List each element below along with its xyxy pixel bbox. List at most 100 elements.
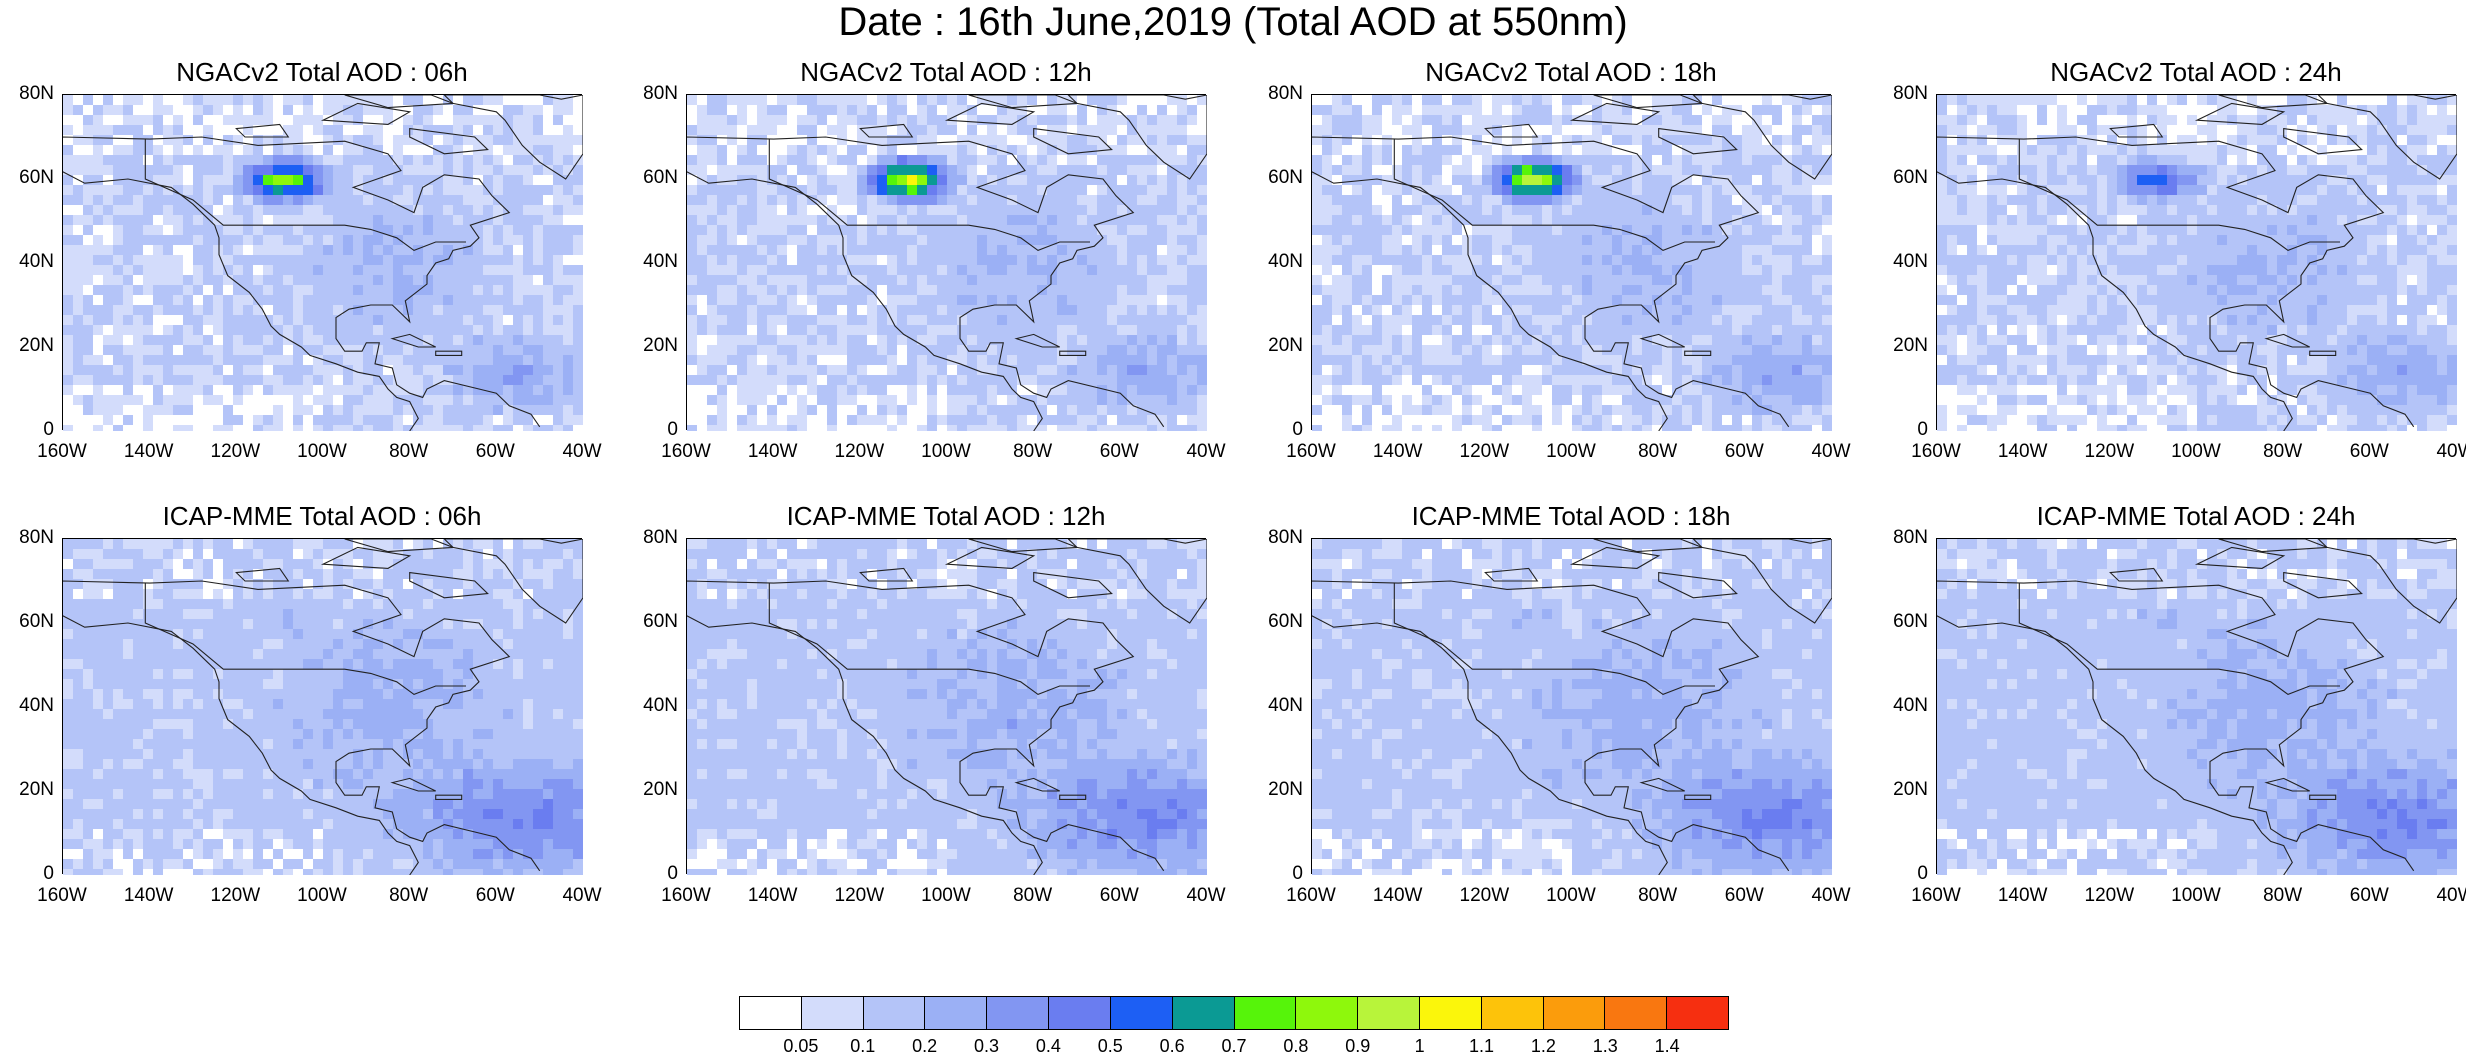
aod-cell — [1077, 175, 1088, 186]
aod-cell — [887, 295, 898, 306]
aod-cell — [1197, 225, 1207, 236]
aod-cell — [473, 255, 484, 266]
aod-cell — [153, 395, 164, 406]
aod-cell — [233, 145, 244, 156]
aod-cell — [473, 305, 484, 316]
aod-cell — [163, 305, 174, 316]
aod-cell — [1177, 295, 1188, 306]
aod-cell — [1087, 425, 1098, 431]
aod-cell — [1602, 345, 1613, 356]
aod-cell — [1007, 145, 1018, 156]
aod-cell — [1702, 185, 1713, 196]
aod-cell — [233, 355, 244, 366]
aod-cell — [1057, 375, 1068, 386]
aod-cell — [767, 335, 778, 346]
aod-cell — [1672, 165, 1683, 176]
aod-cell — [63, 395, 74, 406]
aod-cell — [483, 375, 494, 386]
aod-cell — [283, 195, 294, 206]
aod-cell — [757, 395, 768, 406]
aod-cell — [323, 345, 334, 356]
aod-cell — [1792, 295, 1803, 306]
aod-cell — [413, 175, 424, 186]
aod-cell — [163, 145, 174, 156]
aod-cell — [1502, 135, 1513, 146]
aod-cell — [1572, 335, 1583, 346]
aod-cell — [1612, 285, 1623, 296]
aod-cell — [1812, 165, 1823, 176]
aod-cell — [1332, 355, 1343, 366]
aod-cell — [333, 325, 344, 336]
aod-cell — [1107, 235, 1118, 246]
aod-cell — [1117, 195, 1128, 206]
aod-cell — [737, 305, 748, 316]
aod-cell — [133, 195, 144, 206]
aod-cell — [263, 265, 274, 276]
aod-cell — [1672, 195, 1683, 206]
aod-cell — [1702, 275, 1713, 286]
aod-cell — [303, 325, 314, 336]
aod-cell — [897, 375, 908, 386]
aod-cell — [353, 215, 364, 226]
aod-cell — [313, 205, 324, 216]
aod-cell — [1792, 255, 1803, 266]
aod-cell — [1027, 135, 1038, 146]
aod-cell — [493, 415, 504, 426]
aod-cell — [1392, 255, 1403, 266]
aod-cell — [947, 195, 958, 206]
aod-cell — [1197, 195, 1207, 206]
aod-cell — [413, 95, 424, 106]
aod-cell — [707, 305, 718, 316]
aod-cell — [323, 145, 334, 156]
aod-cell — [1157, 235, 1168, 246]
aod-cell — [1107, 205, 1118, 216]
aod-cell — [817, 195, 828, 206]
aod-cell — [423, 405, 434, 416]
aod-cell — [1432, 175, 1443, 186]
aod-cell — [1672, 205, 1683, 216]
aod-cell — [1512, 305, 1523, 316]
aod-cell — [1137, 275, 1148, 286]
aod-cell — [1097, 275, 1108, 286]
aod-cell — [303, 395, 314, 406]
aod-cell — [1592, 225, 1603, 236]
aod-cell — [1512, 225, 1523, 236]
aod-cell — [463, 105, 474, 116]
aod-cell — [203, 105, 214, 116]
aod-cell — [1682, 345, 1693, 356]
aod-cell — [897, 395, 908, 406]
aod-cell — [403, 235, 414, 246]
aod-cell — [1592, 275, 1603, 286]
aod-cell — [1782, 135, 1793, 146]
aod-cell — [957, 405, 968, 416]
aod-cell — [1582, 155, 1593, 166]
aod-cell — [907, 295, 918, 306]
aod-cell — [987, 345, 998, 356]
aod-cell — [1107, 165, 1118, 176]
aod-cell — [1167, 355, 1178, 366]
aod-cell — [1762, 145, 1773, 156]
aod-cell — [323, 335, 334, 346]
aod-cell — [917, 185, 928, 196]
aod-cell — [1812, 215, 1823, 226]
aod-cell — [1047, 355, 1058, 366]
aod-cell — [1752, 285, 1763, 296]
aod-cell — [283, 255, 294, 266]
aod-cell — [283, 245, 294, 256]
aod-cell — [1722, 195, 1733, 206]
aod-cell — [173, 375, 184, 386]
aod-cell — [927, 225, 938, 236]
aod-cell — [1812, 135, 1823, 146]
aod-cell — [1692, 235, 1703, 246]
aod-cell — [767, 225, 778, 236]
aod-cell — [887, 305, 898, 316]
aod-cell — [797, 295, 808, 306]
aod-cell — [503, 245, 514, 256]
aod-cell — [927, 325, 938, 336]
aod-cell — [1047, 275, 1058, 286]
aod-cell — [203, 425, 214, 431]
aod-cell — [1312, 185, 1323, 196]
aod-cell — [1432, 245, 1443, 256]
aod-cell — [1822, 165, 1832, 176]
aod-cell — [757, 265, 768, 276]
